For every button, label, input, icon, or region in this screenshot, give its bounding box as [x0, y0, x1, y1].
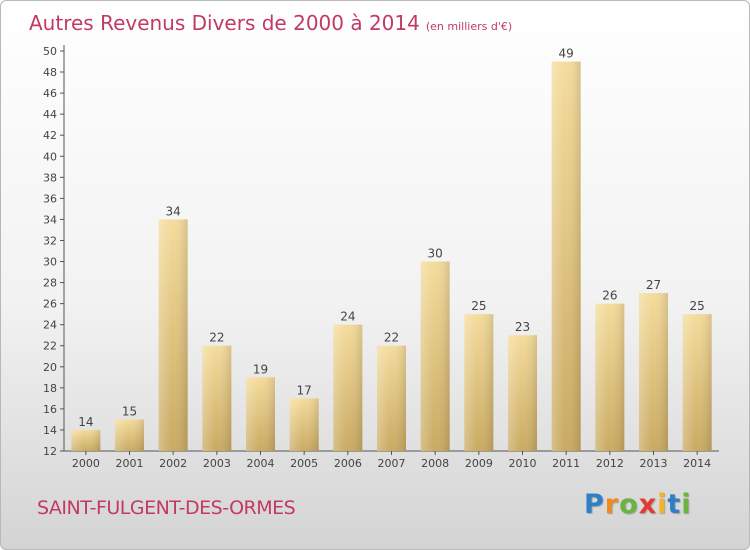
bar-value-label: 49 [559, 47, 574, 61]
bar-shade [508, 335, 537, 451]
bar-value-label: 34 [166, 204, 181, 218]
bar-shade [115, 419, 144, 451]
x-tick-label: 2014 [683, 457, 711, 470]
bar-value-label: 27 [646, 278, 661, 292]
bar-shade [289, 398, 319, 451]
y-tick-label: 16 [43, 403, 57, 416]
bar-value-label: 15 [122, 404, 137, 418]
bar-shade [595, 303, 625, 451]
y-tick-label: 42 [43, 129, 57, 142]
y-tick-label: 48 [43, 66, 57, 79]
bar-shade [246, 377, 275, 451]
bar-shade [377, 345, 406, 451]
y-tick-label: 30 [43, 256, 57, 269]
bar-shade [551, 61, 581, 452]
logo-letter: i [681, 489, 692, 520]
bar-value-label: 24 [340, 310, 355, 324]
logo-letter: i [657, 489, 668, 520]
y-tick-label: 40 [43, 150, 57, 163]
bar-value-label: 30 [428, 247, 443, 261]
logo-letter: r [604, 489, 620, 520]
bar-shade [202, 345, 232, 451]
bar-shade [639, 293, 668, 451]
y-tick-label: 32 [43, 234, 57, 247]
y-tick-label: 18 [43, 382, 57, 395]
x-tick-label: 2009 [465, 457, 493, 470]
chart-title: Autres Revenus Divers de 2000 à 2014 (en … [29, 11, 512, 35]
bar-shade [333, 324, 363, 451]
x-tick-label: 2004 [247, 457, 275, 470]
x-tick-label: 2003 [203, 457, 231, 470]
bar-shade [682, 314, 712, 451]
bar-value-label: 25 [690, 299, 705, 313]
x-tick-label: 2000 [72, 457, 100, 470]
bar-value-label: 22 [384, 331, 399, 345]
bar-value-label: 22 [209, 331, 224, 345]
y-tick-label: 28 [43, 277, 57, 290]
chart-subtitle: (en milliers d'€) [425, 20, 513, 33]
x-tick-label: 2007 [378, 457, 406, 470]
y-tick-label: 14 [43, 424, 57, 437]
y-tick-label: 20 [43, 361, 57, 374]
proxiti-logo: Proxiti [584, 489, 692, 520]
bar-shade [71, 429, 101, 451]
y-tick-label: 46 [43, 87, 57, 100]
bar-value-label: 14 [78, 415, 93, 429]
y-tick-label: 24 [43, 319, 57, 332]
x-tick-label: 2008 [421, 457, 449, 470]
commune-name: SAINT-FULGENT-DES-ORMES [37, 497, 296, 519]
x-tick-label: 2001 [116, 457, 144, 470]
y-tick-label: 36 [43, 192, 57, 205]
bar-value-label: 17 [297, 383, 312, 397]
y-tick-label: 44 [43, 108, 57, 121]
logo-letter: t [667, 489, 682, 520]
x-tick-label: 2002 [159, 457, 187, 470]
logo-letter: P [584, 489, 605, 520]
x-tick-label: 2005 [290, 457, 318, 470]
bar-value-label: 23 [515, 320, 530, 334]
bar-shade [464, 314, 494, 451]
bar-shade [158, 219, 188, 451]
logo-letter: o [619, 489, 639, 520]
y-tick-label: 22 [43, 340, 57, 353]
logo-letter: x [638, 489, 658, 520]
y-tick-label: 12 [43, 445, 57, 458]
y-tick-label: 34 [43, 213, 57, 226]
y-tick-label: 50 [43, 45, 57, 58]
bar-value-label: 19 [253, 362, 268, 376]
bar-value-label: 25 [471, 299, 486, 313]
x-tick-label: 2010 [509, 457, 537, 470]
y-tick-label: 38 [43, 171, 57, 184]
x-tick-label: 2006 [334, 457, 362, 470]
x-tick-label: 2011 [552, 457, 580, 470]
chart-title-text: Autres Revenus Divers de 2000 à 2014 [29, 11, 420, 35]
bar-shade [420, 261, 450, 451]
x-tick-label: 2012 [596, 457, 624, 470]
bar-value-label: 26 [602, 289, 617, 303]
y-tick-label: 26 [43, 298, 57, 311]
x-tick-label: 2013 [640, 457, 668, 470]
